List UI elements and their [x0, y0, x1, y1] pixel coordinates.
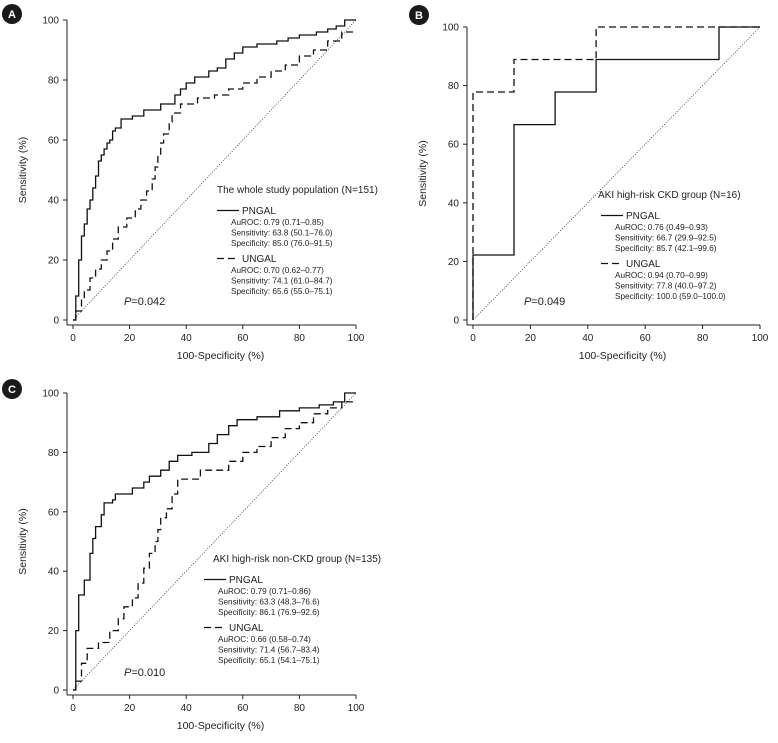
x-tick-label: 20: [124, 703, 136, 714]
legend-stat: AuROC: 0.66 (0.58–0.74): [218, 635, 311, 644]
legend-stat: Specificity: 65.1 (54.1–75.1): [218, 656, 320, 665]
y-tick-label: 40: [48, 567, 60, 578]
x-tick-label: 0: [70, 333, 76, 344]
roc-curve-ungal: [73, 401, 356, 691]
x-tick-label: 80: [294, 333, 306, 344]
legend-stat: Specificity: 85.7 (42.1–99.6): [615, 244, 717, 253]
x-axis-label: 100-Specificity (%): [579, 350, 667, 362]
legend-stat: Specificity: 65.6 (55.0–75.1): [231, 287, 333, 296]
roc-curve-ungal: [472, 26, 760, 320]
p-symbol: P: [524, 296, 532, 308]
y-tick-label: 0: [453, 316, 459, 327]
legend-label-ungal: UNGAL: [242, 254, 277, 265]
p-value: P=0.042: [124, 296, 165, 308]
chart-title: The whole study population (N=151): [217, 185, 378, 196]
legend-stat: AuROC: 0.76 (0.49–0.93): [615, 223, 708, 232]
panel-badge: [409, 5, 429, 25]
p-value-number: =0.049: [531, 296, 565, 308]
panel-badge-label: A: [8, 9, 16, 21]
x-axis-label: 100-Specificity (%): [177, 720, 265, 732]
reference-diagonal: [72, 392, 357, 691]
x-tick-label: 20: [525, 333, 537, 344]
y-tick-label: 100: [42, 389, 59, 400]
panel-b: B 0 20 40 60 80 100 0 20 40 60 80 100 100-Specificity…: [409, 5, 769, 362]
legend-stat: AuROC: 0.79 (0.71–0.85): [231, 218, 324, 227]
y-tick-label: 20: [48, 626, 60, 637]
panel-c: C 0 20 40 60 80 100 0 20 40 60 80 100 100-Specificity…: [2, 379, 381, 732]
y-tick-label: 0: [53, 686, 59, 697]
p-symbol: P: [124, 296, 132, 308]
x-tick-label: 60: [237, 333, 249, 344]
x-tick-label: 60: [237, 703, 249, 714]
legend-label-ungal: UNGAL: [626, 259, 661, 270]
x-tick-label: 40: [181, 333, 193, 344]
p-value-number: =0.010: [131, 667, 165, 679]
x-tick-label: 40: [181, 703, 193, 714]
y-tick-label: 0: [53, 316, 59, 327]
p-symbol: P: [124, 667, 132, 679]
legend-stat: AuROC: 0.94 (0.70–0.99): [615, 271, 708, 280]
p-value: P=0.049: [524, 296, 565, 308]
y-tick-label: 20: [48, 256, 60, 267]
y-tick-label: 40: [48, 196, 60, 207]
legend-label-pngal: PNGAL: [626, 211, 660, 222]
legend-label-pngal: PNGAL: [229, 575, 263, 586]
y-tick-label: 100: [42, 16, 59, 27]
legend-label-pngal: PNGAL: [242, 206, 276, 217]
x-tick-label: 80: [294, 703, 306, 714]
panel-a: A 0 20 40 60 80 100 0 20 40 60 80 100 100-Specificity…: [2, 4, 378, 362]
legend-stat: Sensitivity: 66.7 (29.9–92.5): [615, 234, 717, 243]
y-tick-label: 60: [48, 136, 60, 147]
p-value: P=0.010: [124, 667, 165, 679]
panel-badge-label: B: [415, 10, 423, 22]
y-axis-label: Sensitivity (%): [417, 140, 429, 207]
chart-title: AKI high-risk non-CKD group (N=135): [213, 554, 381, 565]
y-axis-label: Sensitivity (%): [17, 137, 29, 204]
x-tick-label: 60: [640, 333, 652, 344]
y-tick-label: 80: [448, 81, 460, 92]
legend-stat: AuROC: 0.70 (0.62–0.77): [231, 266, 324, 275]
reference-diagonal: [472, 26, 761, 321]
legend-stat: Specificity: 86.1 (76.9–92.6): [218, 608, 320, 617]
x-tick-label: 0: [470, 333, 476, 344]
legend-stat: Sensitivity: 77.8 (40.0–97.2): [615, 282, 717, 291]
y-tick-label: 60: [48, 507, 60, 518]
roc-curve-pngal: [472, 26, 760, 320]
legend-label-ungal: UNGAL: [229, 623, 264, 634]
x-tick-label: 100: [348, 703, 365, 714]
x-tick-label: 80: [697, 333, 709, 344]
x-tick-label: 100: [752, 333, 769, 344]
p-value-number: =0.042: [131, 296, 165, 308]
roc-curve-pngal: [73, 392, 356, 691]
x-tick-label: 40: [582, 333, 594, 344]
legend-stat: Specificity: 100.0 (59.0–100.0): [615, 292, 726, 301]
y-tick-label: 40: [448, 198, 460, 209]
panel-badge-label: C: [8, 384, 16, 396]
y-tick-label: 20: [448, 257, 460, 268]
y-tick-label: 60: [448, 140, 460, 151]
reference-diagonal: [72, 19, 357, 321]
panel-badge: [2, 4, 22, 24]
legend-stat: Sensitivity: 71.4 (56.7–83.4): [218, 646, 320, 655]
legend-stat: Specificity: 85.0 (76.0–91.5): [231, 239, 333, 248]
x-tick-label: 0: [70, 703, 76, 714]
legend-stat: Sensitivity: 63.8 (50.1–76.0): [231, 229, 333, 238]
panel-badge: [2, 379, 22, 399]
x-tick-label: 20: [124, 333, 136, 344]
roc-curve-ungal: [73, 31, 356, 321]
y-tick-label: 80: [48, 448, 60, 459]
y-axis-label: Sensitivity (%): [17, 508, 29, 575]
roc-curve-pngal: [73, 19, 356, 321]
x-axis-label: 100-Specificity (%): [177, 350, 265, 362]
x-tick-label: 100: [348, 333, 365, 344]
legend-stat: Sensitivity: 74.1 (61.0–84.7): [231, 277, 333, 286]
y-tick-label: 80: [48, 76, 60, 87]
y-tick-label: 100: [442, 23, 459, 34]
legend-stat: Sensitivity: 63.3 (48.3–76.6): [218, 598, 320, 607]
chart-title: AKI high-risk CKD group (N=16): [598, 190, 741, 201]
legend-stat: AuROC: 0.79 (0.71–0.86): [218, 587, 311, 596]
